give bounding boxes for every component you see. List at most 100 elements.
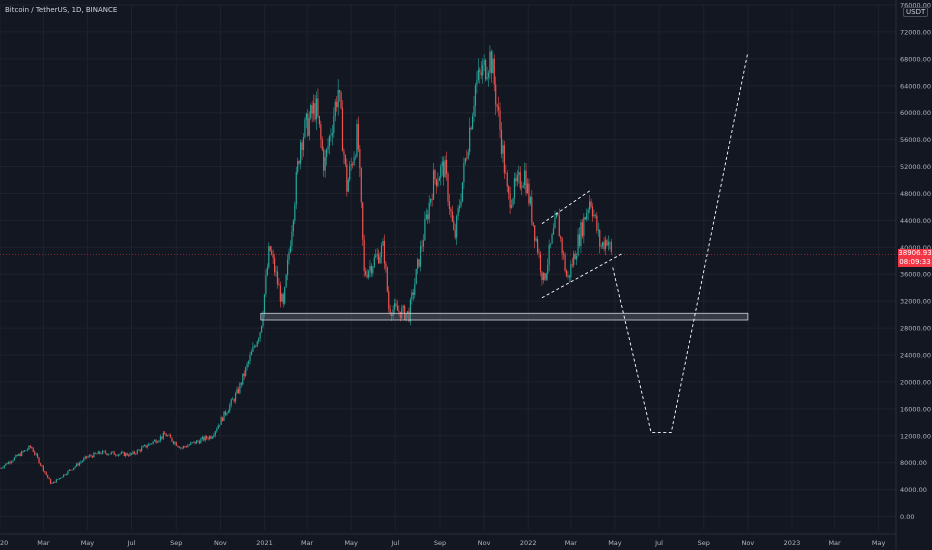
candle-body [552,228,555,235]
candle-body [284,287,286,304]
candle-body [104,451,107,454]
candle-body [477,69,479,81]
x-tick-label: 2020 [0,539,8,547]
y-tick-label: 28000.00 [900,325,931,333]
candle-body [10,461,13,463]
candle-body [499,110,501,130]
candle-body [299,142,302,164]
candle-body [363,239,365,272]
candle-body [321,139,323,150]
x-tick-label: May [608,539,622,547]
candle-body [489,51,491,73]
candle-body [550,243,552,245]
candle-body [310,105,312,119]
candle-body [469,127,471,153]
candle-body [567,275,569,277]
candle-body [313,103,315,114]
candle-body [197,440,199,442]
candle-body [564,254,566,271]
candle-body [431,198,433,200]
candle-body [198,441,201,444]
candle-body [386,267,388,292]
candle-body [391,313,393,317]
candle-body [213,435,215,437]
candle-body [545,273,547,280]
candle-body [152,441,154,444]
last-price-value: 38906.93 [898,249,932,257]
candle-body [208,436,211,440]
candle-body [42,465,44,472]
projection-path [612,52,749,433]
currency-badge[interactable]: USDT [903,7,929,17]
candle-body [294,204,296,221]
candle-body [586,212,588,220]
candle-body [25,450,27,451]
candle-body [590,201,592,207]
candle-body [133,451,135,454]
candle-body [500,129,503,154]
candle-body [187,445,189,448]
candle-body [525,170,527,194]
candle-body [188,444,190,446]
candle-body [366,274,368,278]
x-tick-label: Jul [390,539,399,547]
x-tick-label: Mar [301,539,314,547]
candle-body [589,201,591,210]
candle-body [544,273,546,280]
candle-body [464,158,466,164]
candle-body [47,474,49,478]
candle-body [510,205,513,208]
candle-body [35,453,37,455]
candle-body [165,434,167,437]
candle-body [87,456,89,458]
candle-body [154,439,156,442]
candle-body [395,303,397,306]
candle-body [570,264,572,278]
candle-body [41,465,43,466]
candle-body [576,255,578,260]
candle-body [337,90,339,108]
candle-body [561,238,563,254]
candle-body [551,234,553,244]
candle-body [149,443,151,445]
candle-body [62,474,65,478]
candle-body [577,234,579,256]
x-tick-label: Jul [654,539,663,547]
candle-body [317,98,319,117]
candle-body [497,107,500,111]
candle-body [471,116,474,130]
y-tick-label: 8000.00 [900,459,927,467]
candle-body [304,119,306,138]
candle-body [148,443,150,446]
candle-body [349,165,351,180]
candle-body [28,445,30,450]
candle-body [285,274,287,288]
candle-body [435,179,438,187]
candle-body [581,222,583,237]
candle-body [48,477,50,480]
candle-body [93,452,95,458]
x-tick-label: Nov [214,539,227,547]
candle-body [0,468,1,469]
candle-body [315,98,318,120]
y-tick-label: 64000.00 [900,82,931,90]
candle-body [58,478,60,480]
candle-body [6,463,8,465]
candle-body [493,58,495,85]
y-tick-label: 24000.00 [900,352,931,360]
candle-body [229,404,231,412]
candle-body [603,242,605,250]
candle-body [220,417,222,425]
candle-body [97,451,99,454]
candle-body [320,124,322,140]
candle-body [474,85,477,106]
candle-body [379,256,381,264]
candle-body [130,453,133,455]
candle-body [389,309,391,314]
y-tick-label: 72000.00 [900,28,931,36]
candle-body [123,452,125,456]
x-tick-label: May [344,539,358,547]
candle-body [375,255,377,258]
candle-body [18,453,20,456]
